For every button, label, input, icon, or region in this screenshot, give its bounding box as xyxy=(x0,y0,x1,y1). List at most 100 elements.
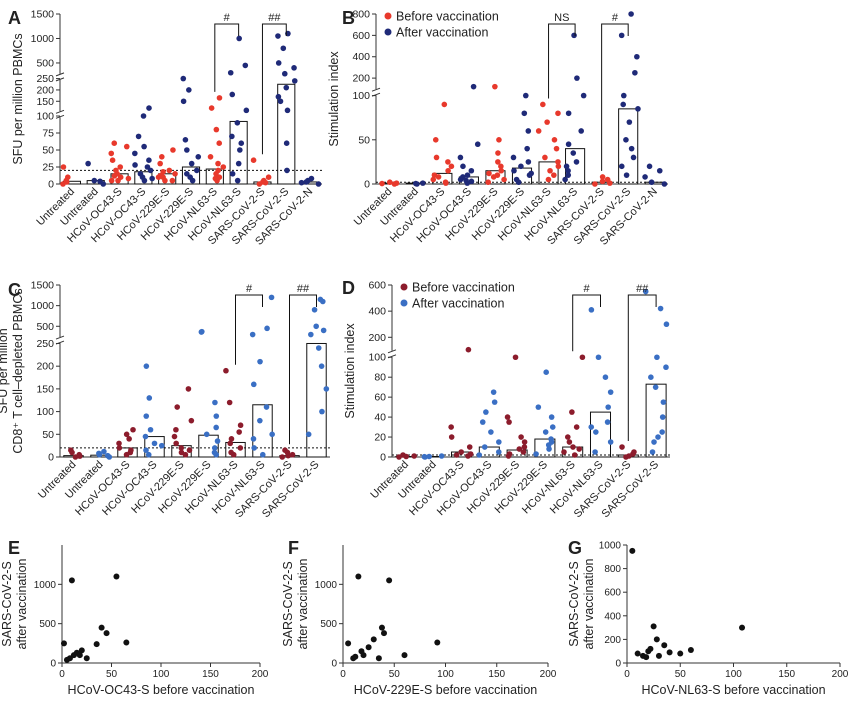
y-tick-label: 200 xyxy=(368,332,386,344)
axis-break xyxy=(57,73,63,80)
data-point xyxy=(542,429,549,435)
x-tick-label: 100 xyxy=(725,669,742,680)
y-tick-label: 400 xyxy=(352,51,370,63)
data-point xyxy=(642,288,649,295)
y-tick-label: 0 xyxy=(364,179,370,191)
data-point xyxy=(184,147,190,153)
significance-bracket xyxy=(235,294,263,365)
data-point xyxy=(104,452,111,459)
data-point xyxy=(573,424,580,430)
data-point xyxy=(400,452,406,458)
axis-break-mark xyxy=(55,109,65,114)
legend-label: Before vaccination xyxy=(396,10,499,24)
data-point xyxy=(151,440,158,447)
median-bar xyxy=(181,166,201,185)
y-tick-label: 600 xyxy=(604,588,621,599)
data-point xyxy=(494,172,501,178)
data-point xyxy=(160,168,166,175)
data-point xyxy=(562,176,568,183)
data-point xyxy=(488,429,494,435)
data-point xyxy=(126,436,132,442)
significance-label: # xyxy=(246,283,253,295)
data-point xyxy=(521,439,528,445)
axis-break-mark xyxy=(55,114,65,119)
panel-label: E xyxy=(8,538,20,558)
data-point xyxy=(226,399,233,406)
data-point xyxy=(564,434,571,440)
y-tick-label: 0 xyxy=(48,452,54,464)
y-tick-label: 1500 xyxy=(31,280,55,292)
data-point xyxy=(166,167,173,174)
data-point xyxy=(588,424,595,430)
y-tick-label: 200 xyxy=(36,84,54,96)
legend-label: After vaccination xyxy=(396,26,488,40)
data-point xyxy=(445,167,451,174)
data-point xyxy=(386,577,393,584)
data-point xyxy=(109,157,116,163)
data-point xyxy=(130,426,136,433)
data-point xyxy=(553,145,560,152)
data-point xyxy=(103,630,110,637)
axis-break xyxy=(57,111,63,118)
data-point xyxy=(76,652,83,659)
data-point xyxy=(111,140,118,146)
data-point xyxy=(282,447,288,453)
data-point xyxy=(630,154,637,161)
data-point xyxy=(516,446,523,452)
data-point xyxy=(563,163,570,170)
x-tick-label: 50 xyxy=(389,669,401,680)
data-point xyxy=(257,417,263,424)
data-point xyxy=(184,171,190,177)
data-point xyxy=(535,128,542,134)
y-tick-label: 500 xyxy=(39,619,56,630)
data-point xyxy=(506,451,513,457)
data-point xyxy=(262,179,269,186)
data-point xyxy=(629,547,636,554)
significance-label: # xyxy=(584,283,591,295)
data-point xyxy=(115,177,121,184)
data-point xyxy=(576,446,583,452)
data-point xyxy=(470,83,477,90)
legend-marker xyxy=(384,28,392,36)
data-point xyxy=(631,449,637,455)
data-point xyxy=(619,444,625,450)
data-point xyxy=(649,449,656,455)
data-point xyxy=(525,128,532,134)
data-point xyxy=(235,160,242,167)
median-bar xyxy=(589,411,612,458)
data-point xyxy=(212,175,219,182)
data-point xyxy=(345,640,352,647)
data-point xyxy=(146,157,152,163)
data-point xyxy=(518,434,524,440)
significance-label: # xyxy=(612,12,619,24)
axis-break xyxy=(57,337,63,344)
data-point xyxy=(135,133,142,140)
data-point xyxy=(64,174,71,180)
data-point xyxy=(626,119,633,125)
data-point xyxy=(159,154,165,160)
y-tick-label: 0 xyxy=(615,659,621,670)
data-point xyxy=(420,180,426,186)
data-point xyxy=(432,137,439,143)
y-tick-label: 600 xyxy=(368,280,386,292)
data-point xyxy=(182,137,189,143)
data-point xyxy=(634,53,640,60)
panel-e: E 0 50 100 150 200 0 500 1000 HCoV-OC43-S before … xyxy=(0,538,269,697)
y-tick-label: 80 xyxy=(374,372,386,384)
median-bar xyxy=(306,342,327,458)
data-point xyxy=(215,160,221,167)
y-tick-label: 50 xyxy=(42,429,54,441)
data-point xyxy=(180,75,187,82)
data-point xyxy=(113,167,119,174)
data-point xyxy=(275,60,282,66)
data-point xyxy=(83,655,90,662)
data-point xyxy=(173,440,179,447)
data-point xyxy=(91,177,98,184)
panel-label: F xyxy=(288,538,299,558)
data-point xyxy=(143,413,150,419)
data-point xyxy=(230,451,237,458)
data-point xyxy=(147,426,154,433)
data-point xyxy=(283,84,290,91)
data-point xyxy=(251,445,257,451)
